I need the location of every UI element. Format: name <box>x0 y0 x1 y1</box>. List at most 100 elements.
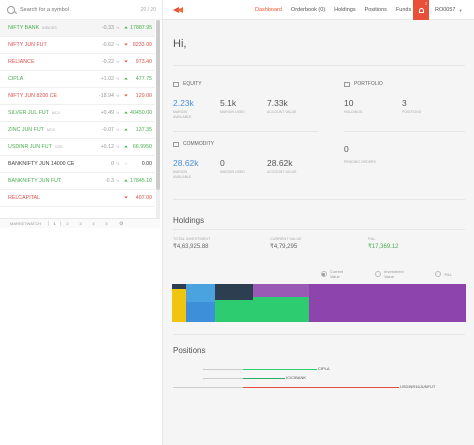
positions-title: Positions <box>173 346 206 355</box>
holdings-view-toggle: Current Value Investment Value P&L <box>321 269 474 279</box>
treemap-tile[interactable] <box>186 302 215 322</box>
commodity-title: COMMODITY <box>173 141 214 147</box>
last-price: 137.35 <box>135 127 152 133</box>
main-nav: Dashboard Orderbook (0) Holdings Positions F… <box>255 0 420 20</box>
treemap-tile[interactable] <box>253 297 309 322</box>
watchlist-row[interactable]: BANKNIFTY JUN 14000 CE 0% ○ 0.00 <box>0 156 155 173</box>
percent-sign: % <box>116 145 120 149</box>
radio-circle[interactable] <box>375 271 382 277</box>
change-value: -0.07 <box>101 127 114 133</box>
arrow-down-icon: ▼ <box>123 43 129 47</box>
treemap-tile[interactable] <box>172 284 186 322</box>
search-input[interactable] <box>20 6 120 13</box>
watchlist: NIFTY BANK INDICES -0.33% ▲ 17887.95 NIFTY JU… <box>0 20 155 224</box>
percent-sign: % <box>116 26 120 30</box>
positions-chart: CIPLA ICICIBANK USDINR16JUNFUT <box>173 363 463 393</box>
last-price: 66.9950 <box>132 144 152 150</box>
treemap-tile[interactable] <box>309 284 466 322</box>
stat-value: 28.62k <box>173 158 199 168</box>
stat-value: 2.23k <box>173 98 194 108</box>
portfolio-title: PORTFOLIO <box>344 81 383 87</box>
gear-icon[interactable]: ⚙ <box>119 220 124 227</box>
holdings-stat: TOTAL INVESTMENT ₹4,63,925.88 <box>173 237 210 250</box>
radio-label: P&L <box>444 271 452 277</box>
change-value: +0.12 <box>100 144 114 150</box>
nav-dashboard[interactable]: Dashboard <box>255 6 282 13</box>
radio-circle[interactable] <box>321 271 327 277</box>
holdings-stat-label: P&L <box>368 237 376 241</box>
divider <box>173 131 318 132</box>
change-value: 0 <box>111 161 114 167</box>
percent-sign: % <box>116 128 120 132</box>
arrow-down-icon: ▼ <box>123 60 129 64</box>
radio-current-value[interactable]: Current Value <box>321 269 353 279</box>
watchlist-row[interactable]: CIPLA +1.02% ▲ 477.75 <box>0 71 155 88</box>
stat-margin-used: 5.1k MARGIN USED <box>220 98 250 115</box>
instrument-name: NIFTY JUN 8200 CE <box>8 93 88 99</box>
page-tab-4[interactable]: 4 <box>92 221 95 226</box>
stat-value: 0 <box>220 158 225 168</box>
instrument-name: SILVER JUL FUT MCX <box>8 110 88 116</box>
position-label: USDINR16JUNFUT <box>400 384 436 389</box>
watchlist-row[interactable]: RELCAPITAL ▼ 407.00 <box>0 190 155 207</box>
treemap-tile[interactable] <box>253 284 309 297</box>
radio-p-l[interactable]: P&L <box>435 269 452 279</box>
stat-holdings: 10 HOLDINGS <box>344 98 374 115</box>
last-price: 40450.00 <box>130 110 153 116</box>
arrow-up-icon: ▲ <box>123 128 129 132</box>
page-tab-1[interactable]: 1 <box>48 221 61 226</box>
nav-positions[interactable]: Positions <box>364 6 387 13</box>
stat-value: 10 <box>344 98 354 108</box>
dashboard-main: Hi, EQUITY 2.23k MARGIN AVAILABLE 5.1k MARG… <box>163 21 474 445</box>
position-bar-cipla[interactable] <box>243 369 317 370</box>
treemap-tile[interactable] <box>215 284 253 300</box>
page-tab-3[interactable]: 3 <box>79 221 82 226</box>
instrument-symbol: USDINR JUN FUT <box>8 144 52 150</box>
stat-account-value: 7.33k ACCOUNT VALUE <box>267 98 297 115</box>
change-value: +1.02 <box>100 76 114 82</box>
last-price: 0.00 <box>141 161 152 167</box>
watchlist-row[interactable]: USDINR JUN FUT CDS +0.12% ▲ 66.9950 <box>0 139 155 156</box>
holdings-stat-label: TOTAL INVESTMENT <box>173 237 211 241</box>
treemap-tile[interactable] <box>172 284 186 289</box>
watchlist-row[interactable]: BANKNIFTY JUN FUT -0.3% ▲ 17845.10 <box>0 173 155 190</box>
kite-logo[interactable] <box>173 6 183 13</box>
stat-label: MARGIN USED <box>220 110 245 114</box>
last-price: 129.00 <box>135 93 152 99</box>
position-bar-icicibank[interactable] <box>243 378 285 379</box>
treemap-tile[interactable] <box>186 284 215 302</box>
circle-icon: ○ <box>124 162 128 166</box>
instrument-name: NIFTY JUN FUT <box>8 42 88 48</box>
percent-sign: % <box>116 179 120 183</box>
watchlist-row[interactable]: ZINC JUN FUT MCX -0.07% ▲ 137.35 <box>0 122 155 139</box>
treemap-tile[interactable] <box>215 300 253 322</box>
instrument-name: RELCAPITAL <box>8 195 88 201</box>
last-price: 17887.95 <box>130 25 153 31</box>
watchlist-row[interactable]: NIFTY JUN 8200 CE -18.94% ▼ 129.00 <box>0 88 155 105</box>
stat-label: MARGIN AVAILABLE <box>173 170 192 179</box>
user-menu[interactable]: RO0057 ▼ <box>435 0 462 20</box>
scrollbar-thumb[interactable] <box>156 20 160 190</box>
arrow-down-icon: ▼ <box>123 196 129 200</box>
instrument-symbol: ZINC JUN FUT <box>8 127 44 133</box>
position-bar-usdinr[interactable] <box>243 387 399 388</box>
radio-circle[interactable] <box>435 271 442 277</box>
watchlist-row[interactable]: NIFTY BANK INDICES -0.33% ▲ 17887.95 <box>0 20 155 37</box>
nav-funds[interactable]: Funds <box>395 6 412 13</box>
notifications-button[interactable]: 2 <box>413 0 429 20</box>
radio-label: Investment Value <box>384 269 404 279</box>
instrument-symbol: NIFTY JUN 8200 CE <box>8 93 58 99</box>
page-tab-2[interactable]: 2 <box>66 221 69 226</box>
radio-investment-value[interactable]: Investment Value <box>375 269 413 279</box>
holdings-stat: CURRENT VALUE ₹4,79,295 <box>270 237 302 250</box>
nav-orderbook[interactable]: Orderbook (0) <box>290 6 326 13</box>
equity-title: EQUITY <box>173 81 202 87</box>
watchlist-row[interactable]: RELIANCE -0.22% ▼ 973.40 <box>0 54 155 71</box>
watchlist-row[interactable]: SILVER JUL FUT MCX +0.49% ▲ 40450.00 <box>0 105 155 122</box>
watchlist-scrollbar[interactable] <box>156 20 160 218</box>
watchlist-row[interactable]: NIFTY JUN FUT -0.62% ▼ 8233.00 <box>0 37 155 54</box>
page-tab-5[interactable]: 5 <box>105 221 108 226</box>
nav-holdings[interactable]: Holdings <box>334 6 356 13</box>
instrument-name: RELIANCE <box>8 59 88 65</box>
percent-sign: % <box>116 111 120 115</box>
